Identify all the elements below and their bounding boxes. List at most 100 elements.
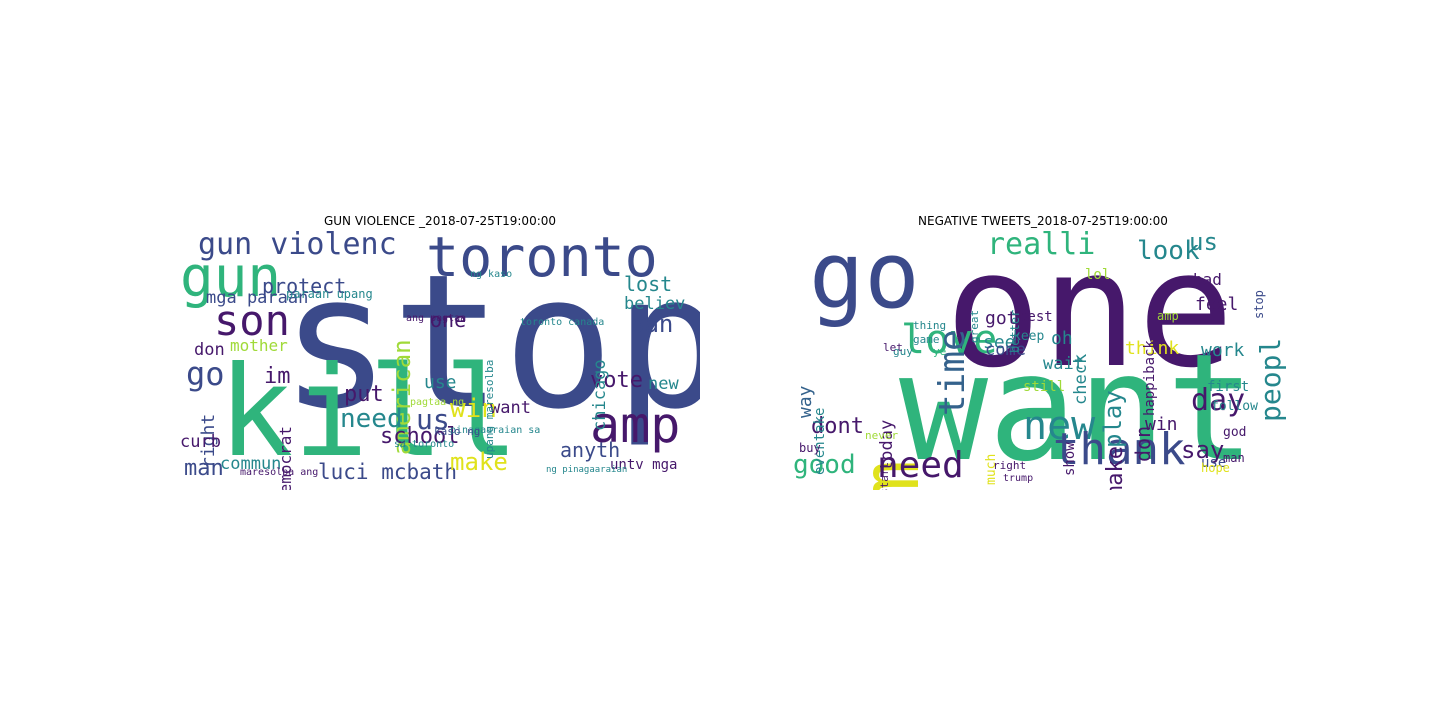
- cloud-word: stop: [280, 234, 700, 450]
- cloud-word: school: [380, 424, 460, 449]
- cloud-word: god: [1223, 425, 1247, 440]
- cloud-word: ye: [933, 345, 947, 358]
- cloud-word: lol: [1085, 267, 1111, 283]
- cloud-word: ng pinagaaraian: [546, 465, 628, 475]
- cloud-word: buy: [799, 441, 821, 455]
- cloud-word: show: [1062, 441, 1078, 476]
- cloud-word: still: [1023, 379, 1066, 395]
- cloud-word: one: [945, 230, 1234, 403]
- cloud-word: peopl: [1254, 337, 1287, 422]
- cloud-word: mga paraan: [206, 288, 309, 308]
- cloud-word: happiback: [1142, 339, 1158, 416]
- cloud-word: man: [1223, 451, 1245, 465]
- cloud-word: want: [899, 322, 1256, 490]
- cloud-word: don: [194, 340, 225, 360]
- cloud-word: man: [184, 456, 224, 481]
- word-cloud-gun-violence: stop kill toronto gun son amp gun violenc ameri…: [180, 230, 700, 490]
- cloud-word: paraan upang: [286, 287, 373, 301]
- cloud-word: good: [793, 450, 856, 480]
- cloud-word: luci mcbath: [318, 460, 458, 484]
- cloud-word: thing: [913, 319, 947, 332]
- cloud-word: wait: [1043, 354, 1084, 374]
- cloud-word: great: [968, 309, 981, 343]
- cloud-word: new: [1023, 403, 1096, 449]
- cloud-word: vote: [590, 368, 643, 393]
- cloud-word: come: [985, 340, 1026, 360]
- cloud-word: win: [450, 394, 497, 424]
- cloud-word: go: [186, 355, 225, 393]
- cloud-word: sa toronto: [394, 439, 455, 450]
- cloud-word: protect: [262, 274, 347, 298]
- cloud-word: let: [883, 341, 903, 354]
- cloud-word: play: [1099, 389, 1127, 448]
- cloud-word: upang maresolba: [483, 359, 496, 459]
- cloud-word: got: [985, 308, 1018, 329]
- cloud-word: realli: [987, 230, 1096, 262]
- cloud-word: gun: [180, 245, 282, 310]
- cloud-word: time: [932, 329, 973, 417]
- cloud-word: toronto canada: [520, 317, 605, 328]
- cloud-word: curb: [180, 432, 221, 452]
- panel-title-gun-violence: GUN VIOLENCE _2018-07-25T19:00:00: [323, 214, 557, 228]
- cloud-word: put: [344, 382, 384, 407]
- cloud-word: untv mga: [610, 457, 678, 473]
- cloud-word: first: [1207, 379, 1250, 395]
- cloud-word: need: [340, 404, 403, 434]
- cloud-word: new: [648, 374, 679, 394]
- cloud-word: trump: [1003, 473, 1034, 484]
- cloud-word: better: [1008, 309, 1022, 354]
- cloud-word: make: [1103, 445, 1128, 490]
- cloud-word: gun violenc: [198, 230, 397, 262]
- panel-title-negative-tweets: NEGATIVE TWEETS_2018-07-25T19:00:00: [918, 214, 1168, 228]
- cloud-word: democrat: [276, 425, 295, 490]
- cloud-word: thank: [1053, 424, 1186, 475]
- cloud-word: guy: [893, 345, 913, 358]
- cloud-word: one: [430, 308, 467, 332]
- cloud-word: anyth: [560, 438, 621, 462]
- cloud-word: us: [1189, 230, 1218, 256]
- cloud-word: ban: [630, 310, 674, 338]
- cloud-word: follow: [1211, 399, 1258, 414]
- cloud-word: make: [450, 448, 508, 476]
- cloud-word: son: [214, 296, 290, 345]
- cloud-word: start: [878, 461, 891, 490]
- cloud-word: hope: [1201, 461, 1230, 475]
- cloud-word: want: [490, 398, 531, 418]
- cloud-word: right: [993, 459, 1027, 472]
- cloud-word: amp: [590, 396, 681, 454]
- cloud-word: dont: [811, 414, 864, 439]
- cloud-word: best: [1019, 309, 1053, 325]
- cloud-word: keep: [1013, 329, 1045, 344]
- cloud-word: day: [1191, 383, 1246, 418]
- cloud-word: feel: [1195, 294, 1239, 315]
- cloud-word: think: [1125, 338, 1180, 359]
- cloud-word: use: [1201, 455, 1227, 471]
- cloud-word: use: [424, 372, 457, 393]
- cloud-word: im: [264, 364, 291, 389]
- cloud-word: kaso ng: [434, 425, 481, 438]
- cloud-word: say: [1181, 436, 1225, 464]
- cloud-word: mother: [230, 336, 288, 355]
- cloud-word: love: [901, 317, 998, 363]
- cloud-word: need: [877, 445, 964, 486]
- cloud-word: stop: [1252, 289, 1266, 319]
- cloud-word: chicago: [590, 359, 610, 432]
- cloud-word: go: [809, 230, 920, 329]
- cloud-word: kill: [218, 340, 520, 485]
- cloud-word: toronto: [426, 230, 658, 289]
- cloud-word: maresolba ang: [240, 467, 319, 478]
- cloud-word: lost: [624, 272, 673, 296]
- cloud-word: game: [913, 333, 940, 346]
- cloud-word: amp: [1157, 309, 1179, 323]
- cloud-word: know: [1290, 439, 1303, 490]
- cloud-word: ang pagtaa: [406, 313, 467, 324]
- cloud-word: commun: [220, 454, 282, 474]
- cloud-word: work: [1201, 340, 1245, 361]
- word-cloud-negative-tweets: onewantgoimlovetimereallilookuspeoplknow…: [783, 230, 1303, 490]
- cloud-word: us: [416, 403, 450, 436]
- cloud-word: never: [865, 429, 899, 442]
- cloud-word: see: [983, 332, 1016, 353]
- cloud-word: pinagaaraian sa: [450, 425, 541, 436]
- cloud-word: bad: [1193, 270, 1222, 289]
- cloud-word: oh: [1051, 328, 1073, 349]
